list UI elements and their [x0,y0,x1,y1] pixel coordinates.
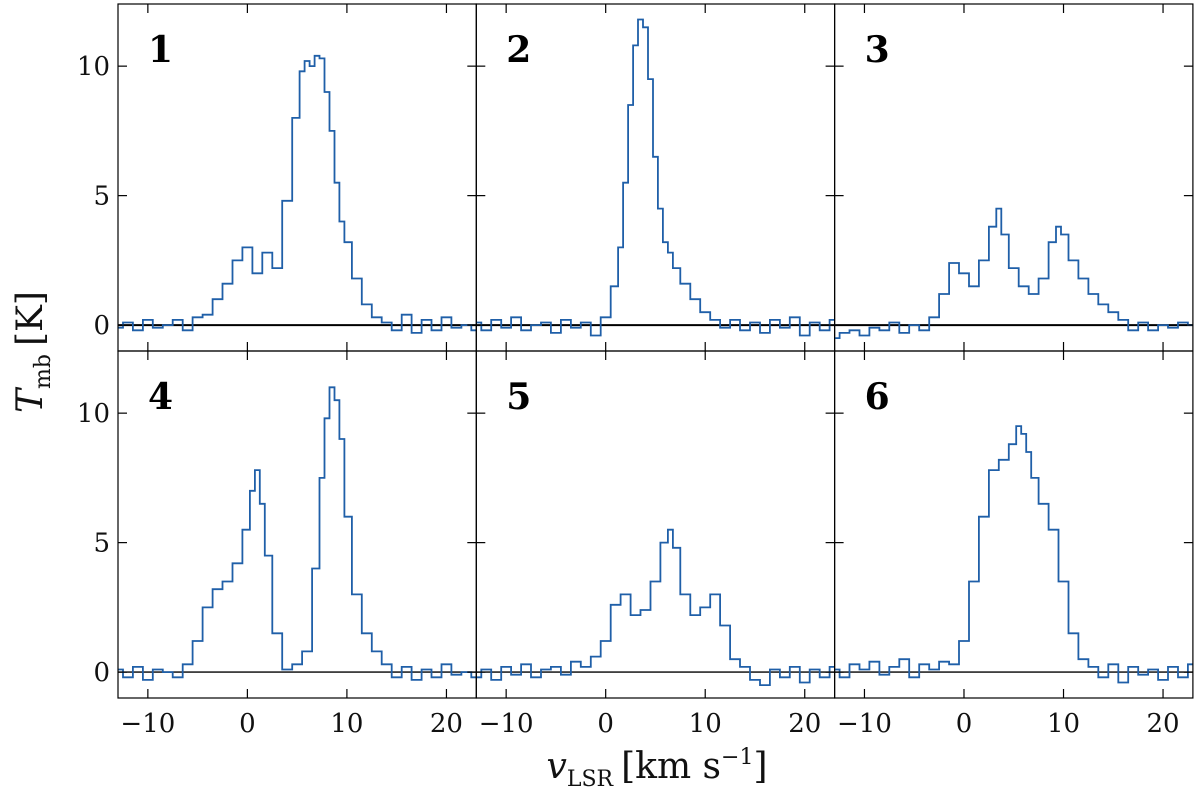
x-axis-title-sub: LSR [567,767,615,790]
x-axis-title-main: v [547,746,567,787]
panel-2: 2 [475,3,836,352]
panel-label: 2 [506,29,531,71]
y-tick-label: 10 [77,52,110,82]
y-axis-title: Tmb [K] [10,291,56,413]
panel-label: 1 [148,29,173,71]
panel-label: 5 [506,376,531,418]
panel-label: 6 [865,376,890,418]
panel-frame [833,350,1194,699]
panel-label: 4 [148,376,173,418]
panel-1: 0 5 10 1 [77,3,477,352]
x-tick-label: 0 [239,709,256,739]
y-axis-title-unit: [K] [10,291,51,346]
panel-label: 3 [865,29,890,71]
panel-4: −10 0 10 20 0 5 10 4 [77,350,477,739]
y-tick-label: 0 [93,658,110,688]
spectrum-series [834,207,1193,339]
x-tick-label: 20 [1146,709,1179,739]
spectrum-series [118,386,477,681]
x-tick-label: −10 [120,709,175,739]
y-tick-label: 10 [77,399,110,429]
panel-3: 3 [833,3,1194,352]
spectrum-series [118,54,477,334]
panel-grid: 0 5 10 1 2 3 −10 0 10 20 0 5 10 4 −10 0 10 20 5 −10 0 10 20 6 [77,3,1194,739]
panel-6: −10 0 10 20 6 [833,350,1194,739]
y-tick-label: 5 [93,529,110,559]
x-tick-label: 0 [956,709,973,739]
y-axis-title-sub: mb [31,354,56,389]
x-axis-title: vLSR [km s−1] [547,745,768,790]
y-tick-label: 0 [93,311,110,341]
x-tick-label: 10 [689,709,722,739]
y-tick-label: 5 [93,182,110,212]
x-tick-label: 10 [330,709,363,739]
x-tick-label: 10 [1047,709,1080,739]
x-tick-label: 20 [788,709,821,739]
spectrum-series [476,528,835,686]
x-tick-label: −10 [837,709,892,739]
spectrum-series [834,425,1193,684]
panel-5: −10 0 10 20 5 [475,350,836,739]
x-axis-title-unit-close: ] [753,746,767,787]
x-tick-label: 20 [430,709,463,739]
spectrum-series [476,18,835,337]
x-tick-label: −10 [479,709,534,739]
y-axis-title-main: T [10,386,51,413]
x-axis-title-unit: [km s [621,746,721,787]
x-axis-title-unit-exp: −1 [721,745,753,770]
x-tick-label: 0 [597,709,614,739]
